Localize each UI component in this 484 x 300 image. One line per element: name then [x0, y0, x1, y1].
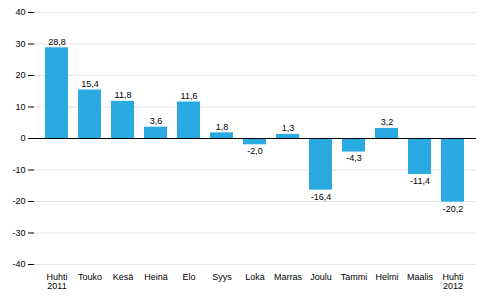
svg-text:-20,2: -20,2 [443, 204, 464, 214]
svg-text:Maalis: Maalis [407, 272, 434, 282]
svg-text:Touko: Touko [78, 272, 102, 282]
svg-text:Helmi: Helmi [375, 272, 398, 282]
svg-text:Joulu: Joulu [310, 272, 332, 282]
svg-text:Marras: Marras [274, 272, 303, 282]
svg-text:30: 30 [15, 39, 25, 49]
svg-text:-10: -10 [12, 165, 25, 175]
svg-text:15,4: 15,4 [81, 79, 99, 89]
svg-text:-16,4: -16,4 [311, 192, 332, 202]
svg-text:Loka: Loka [245, 272, 265, 282]
svg-text:40: 40 [15, 7, 25, 17]
svg-text:Elo: Elo [182, 272, 195, 282]
svg-text:1,8: 1,8 [216, 122, 229, 132]
svg-text:-4,3: -4,3 [346, 153, 362, 163]
svg-text:Tammi: Tammi [341, 272, 368, 282]
svg-text:28,8: 28,8 [48, 37, 66, 47]
svg-text:10: 10 [15, 102, 25, 112]
svg-text:3,6: 3,6 [150, 116, 163, 126]
svg-text:1,3: 1,3 [282, 123, 295, 133]
svg-text:0: 0 [20, 133, 25, 143]
svg-text:-2,0: -2,0 [247, 146, 263, 156]
svg-text:-11,4: -11,4 [410, 176, 430, 186]
svg-text:-20: -20 [12, 196, 25, 206]
svg-text:20: 20 [15, 70, 25, 80]
svg-text:Heinä: Heinä [144, 272, 168, 282]
svg-text:3,2: 3,2 [381, 117, 394, 127]
svg-text:Huhti2012: Huhti2012 [442, 272, 463, 291]
svg-text:-30: -30 [12, 228, 25, 238]
svg-text:-40: -40 [12, 259, 25, 269]
svg-text:11,8: 11,8 [115, 90, 132, 100]
svg-text:Syys: Syys [212, 272, 232, 282]
svg-text:11,6: 11,6 [181, 91, 198, 101]
svg-text:Kesä: Kesä [113, 272, 134, 282]
svg-text:Huhti2011: Huhti2011 [46, 272, 67, 291]
